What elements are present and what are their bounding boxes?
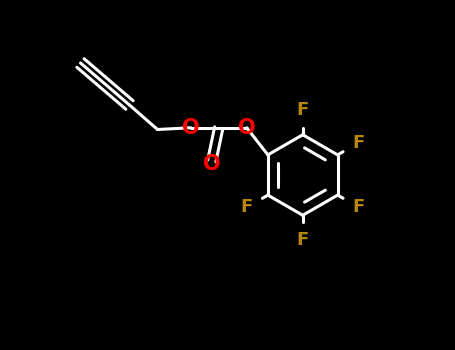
Text: F: F bbox=[353, 198, 365, 216]
Text: F: F bbox=[353, 134, 365, 152]
Text: F: F bbox=[297, 101, 309, 119]
Text: O: O bbox=[182, 118, 200, 138]
Text: F: F bbox=[241, 198, 253, 216]
Text: O: O bbox=[238, 118, 256, 138]
Text: F: F bbox=[297, 231, 309, 249]
Text: O: O bbox=[203, 154, 221, 175]
